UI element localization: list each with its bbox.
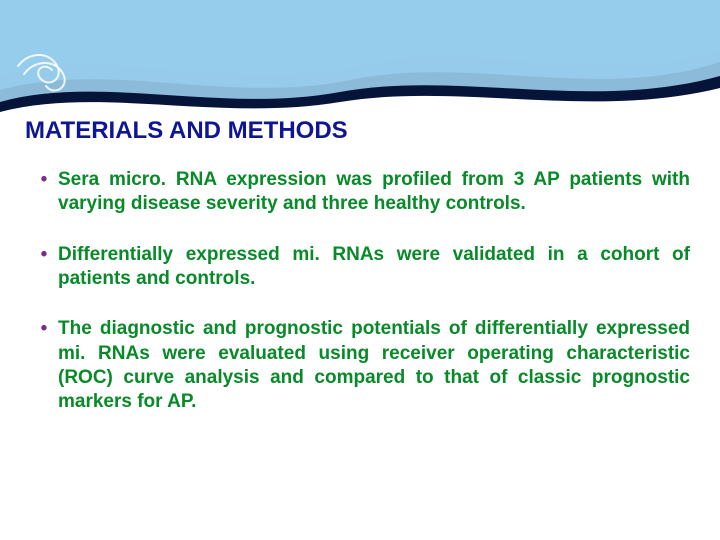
bullet-text: The diagnostic and prognostic potentials…: [58, 317, 690, 414]
bullet-item: •Sera micro. RNA expression was profiled…: [30, 168, 690, 217]
bullet-text: Differentially expressed mi. RNAs were v…: [58, 243, 690, 292]
bullet-item: •The diagnostic and prognostic potential…: [30, 317, 690, 414]
wave-banner: [0, 0, 720, 120]
wave-svg: [0, 0, 720, 120]
bullet-dot-icon: •: [30, 243, 58, 292]
section-heading: MATERIALS AND METHODS: [25, 117, 348, 145]
bullet-item: •Differentially expressed mi. RNAs were …: [30, 243, 690, 292]
bullet-dot-icon: •: [30, 168, 58, 217]
bullet-text: Sera micro. RNA expression was profiled …: [58, 168, 690, 217]
bullet-list: •Sera micro. RNA expression was profiled…: [30, 168, 690, 415]
bullet-dot-icon: •: [30, 317, 58, 414]
wave-layer: [0, 0, 720, 102]
